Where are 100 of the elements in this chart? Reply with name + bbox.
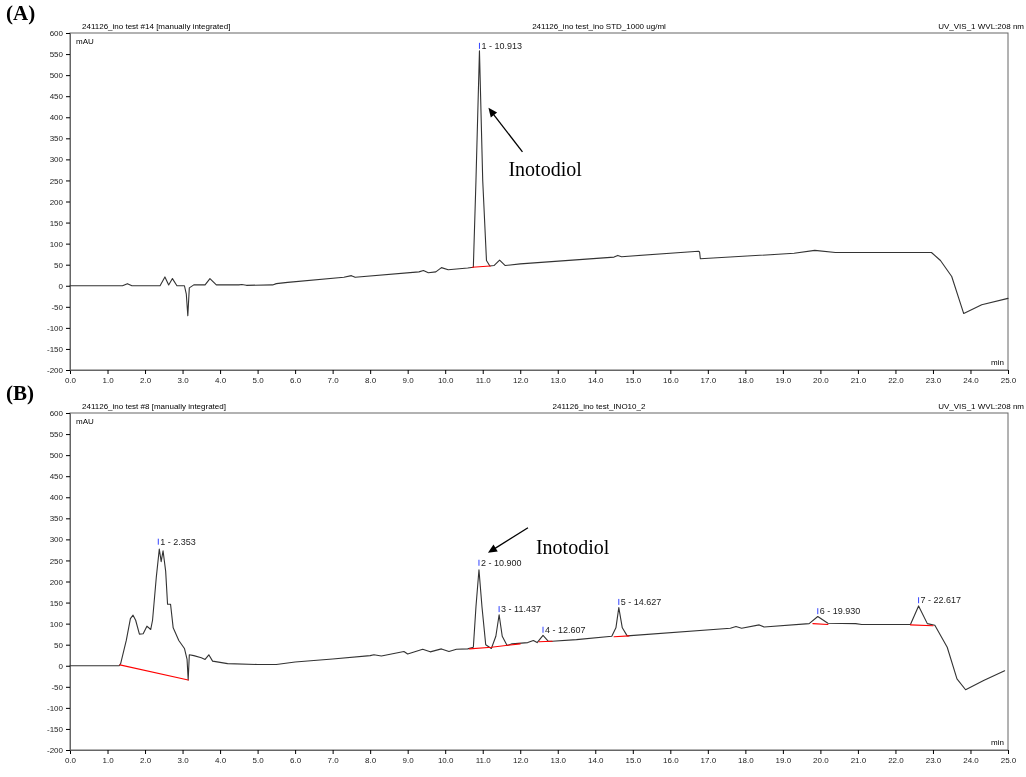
y-tick-label: 150	[49, 598, 64, 608]
x-tick-label: 24.0	[963, 755, 980, 765]
x-axis-title: min	[991, 738, 1004, 747]
y-tick-label: 550	[49, 430, 64, 440]
y-tick-label: 450	[49, 92, 64, 102]
x-tick-label: 3.0	[177, 755, 190, 765]
annotation: 4 - 12.607	[545, 624, 586, 635]
x-tick-label: 2.0	[139, 375, 152, 385]
x-tick-label: 2.0	[139, 755, 152, 765]
y-tick-label: 300	[49, 155, 64, 165]
y-tick-label: 200	[49, 197, 64, 207]
chart-title: (B)	[6, 381, 34, 405]
x-tick-label: 7.0	[327, 755, 340, 765]
y-tick-label: 200	[49, 577, 64, 587]
x-tick-label: 14.0	[587, 375, 605, 385]
y-tick-label: 400	[49, 493, 64, 503]
x-tick-label: 20.0	[813, 755, 830, 765]
text: 241126_ino test_ino STD_1000 ug/ml	[532, 22, 667, 31]
x-tick-label: 17.0	[700, 755, 717, 765]
annotation: Inotodiol	[508, 157, 583, 180]
x-tick-label: 12.0	[512, 375, 530, 385]
y-tick-label: -150	[46, 345, 64, 354]
x-tick-label: 16.0	[663, 755, 680, 765]
x-tick-label: 15.0	[625, 755, 642, 765]
x-tick-label: 10.0	[437, 755, 455, 765]
y-tick-label: -50	[51, 302, 64, 312]
y-tick-label: -200	[46, 366, 64, 376]
y-tick-label: -150	[46, 725, 64, 734]
x-tick-label: 13.0	[550, 375, 567, 385]
x-tick-label: 8.0	[365, 755, 377, 765]
y-tick-label: -50	[51, 682, 64, 692]
x-tick-label: 16.0	[663, 375, 680, 385]
x-tick-label: 10.0	[437, 375, 455, 385]
annotation: 5 - 14.627	[620, 596, 662, 607]
x-tick-label: 0.0	[64, 375, 77, 385]
y-tick-label: 50	[54, 640, 64, 650]
x-tick-label: 14.0	[587, 755, 605, 765]
y-tick-label: 300	[49, 535, 64, 545]
x-tick-label: 18.0	[738, 755, 755, 765]
y-tick-label: -100	[46, 703, 64, 713]
text: UV_VIS_1 WVL:208 nm	[938, 22, 1025, 31]
y-tick-label: 600	[49, 409, 64, 419]
y-tick-label: 0	[58, 661, 64, 671]
annotation: Inotodiol	[535, 535, 610, 558]
x-tick-label: 15.0	[625, 375, 642, 385]
text: 241126_ino test_INO10_2	[552, 402, 646, 411]
x-tick-label: 3.0	[177, 375, 190, 385]
line-series	[69, 50, 1009, 317]
y-axis-title: mAU	[76, 37, 94, 46]
x-tick-label: 18.0	[738, 375, 755, 385]
x-tick-label: 17.0	[700, 375, 717, 385]
x-tick-label: 9.0	[402, 755, 415, 765]
x-tick-label: 19.0	[775, 755, 792, 765]
x-tick-label: 5.0	[252, 375, 265, 385]
annotation: 6 - 19.930	[819, 606, 861, 617]
x-tick-label: 21.0	[850, 755, 867, 765]
x-tick-label: 11.0	[475, 755, 492, 765]
y-tick-label: 100	[49, 239, 64, 249]
y-tick-label: 100	[49, 619, 64, 629]
x-tick-label: 9.0	[402, 375, 415, 385]
chart-title: (A)	[6, 1, 36, 25]
x-tick-label: 21.0	[850, 375, 867, 385]
x-tick-label: 1.0	[102, 755, 115, 765]
y-tick-label: 150	[49, 218, 64, 228]
chart-subtitle: 241126_ino test #8 [manually integrated]	[82, 402, 226, 411]
x-tick-label: 25.0	[1000, 755, 1017, 765]
x-tick-label: 6.0	[290, 375, 302, 385]
x-tick-label: 11.0	[475, 375, 492, 385]
y-tick-label: 250	[49, 176, 64, 186]
x-tick-label: 20.0	[813, 375, 830, 385]
y-tick-label: 350	[49, 514, 64, 524]
y-tick-label: 500	[49, 451, 64, 461]
y-tick-label: 600	[49, 29, 64, 39]
y-tick-label: 550	[49, 50, 64, 60]
text: UV_VIS_1 WVL:208 nm	[938, 402, 1025, 411]
y-tick-label: -100	[46, 323, 64, 333]
x-tick-label: 23.0	[925, 755, 942, 765]
x-axis-title: min	[991, 358, 1004, 367]
annotation: 3 - 11.437	[501, 604, 541, 615]
x-tick-label: 8.0	[365, 375, 377, 385]
x-tick-label: 22.0	[888, 755, 905, 765]
x-tick-label: 7.0	[327, 375, 340, 385]
y-tick-label: 500	[49, 71, 64, 81]
y-axis-title: mAU	[76, 417, 94, 426]
y-tick-label: -200	[46, 746, 64, 756]
x-tick-label: 6.0	[290, 755, 302, 765]
y-tick-label: 50	[54, 260, 64, 270]
x-tick-label: 24.0	[963, 375, 980, 385]
y-tick-label: 450	[49, 472, 64, 482]
annotation: 2 - 10.900	[480, 557, 522, 568]
x-tick-label: 0.0	[64, 755, 77, 765]
y-tick-label: 400	[49, 113, 64, 123]
x-tick-label: 25.0	[1000, 375, 1017, 385]
x-tick-label: 12.0	[512, 755, 530, 765]
x-tick-label: 4.0	[215, 375, 227, 385]
x-tick-label: 4.0	[215, 755, 227, 765]
y-tick-label: 0	[58, 281, 64, 291]
x-tick-label: 5.0	[252, 755, 265, 765]
y-tick-label: 250	[49, 556, 64, 566]
annotation: 1 - 10.913	[481, 40, 522, 51]
